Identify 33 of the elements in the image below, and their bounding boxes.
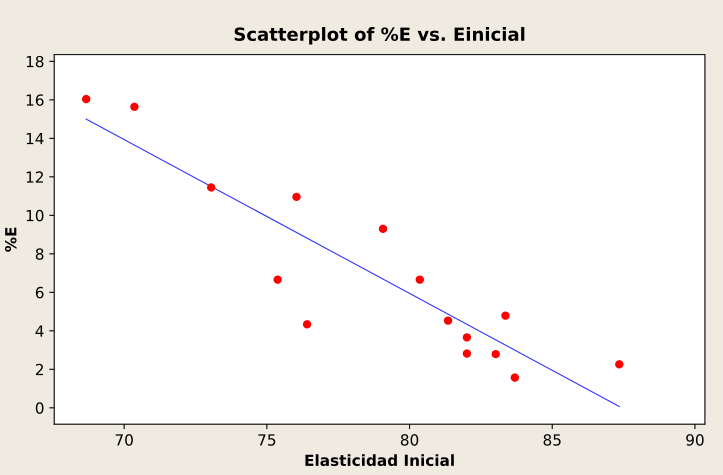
x-tick-label: 85 xyxy=(544,434,561,446)
point xyxy=(82,94,90,104)
point xyxy=(274,275,282,284)
point xyxy=(462,349,472,358)
point xyxy=(510,373,520,382)
y-tick-label: 8 xyxy=(36,248,44,260)
point xyxy=(444,316,452,325)
x-tick-label: 80 xyxy=(400,434,418,446)
x-tick-label: 75 xyxy=(258,434,276,446)
point xyxy=(378,224,388,233)
point xyxy=(207,183,216,192)
y-axis-title: %E xyxy=(4,228,17,252)
point xyxy=(492,350,500,358)
point xyxy=(302,320,312,328)
point xyxy=(292,192,301,202)
point xyxy=(615,360,624,368)
y-tick-label: 6 xyxy=(36,286,44,298)
y-tick-label: 2 xyxy=(36,364,43,376)
point xyxy=(462,333,472,342)
point xyxy=(416,275,424,284)
y-tick-label: 14 xyxy=(26,133,44,144)
chart-title: Scatterplot of %E vs. Einicial xyxy=(234,27,524,44)
y-tick-label: 10 xyxy=(26,210,44,222)
x-tick-label: 70 xyxy=(116,434,133,446)
y-tick-label: 16 xyxy=(26,94,44,106)
x-axis-title: Elasticidad Inicial xyxy=(305,454,454,466)
y-tick-label: 12 xyxy=(26,171,43,183)
point xyxy=(130,102,139,111)
y-tick-label: 18 xyxy=(26,56,44,68)
x-tick-label: 90 xyxy=(686,434,704,446)
point xyxy=(501,311,510,320)
y-tick-label: 0 xyxy=(36,402,44,414)
y-tick-label: 4 xyxy=(36,325,44,337)
